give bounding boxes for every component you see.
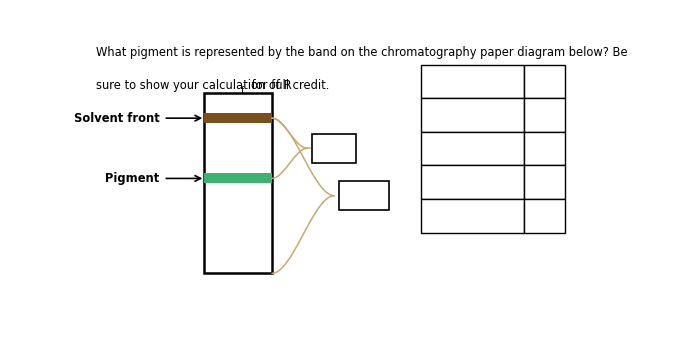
Bar bbox=[421, 199, 524, 233]
Text: Chlorophyll b: Chlorophyll b bbox=[426, 209, 503, 222]
Text: What pigment is represented by the band on the chromatography paper diagram belo: What pigment is represented by the band … bbox=[96, 46, 627, 59]
Text: 0.7: 0.7 bbox=[536, 142, 554, 155]
Text: Solvent front: Solvent front bbox=[74, 112, 160, 125]
Text: 0.59: 0.59 bbox=[531, 176, 558, 189]
Text: R: R bbox=[539, 75, 548, 88]
Text: sure to show your calculation of R: sure to show your calculation of R bbox=[96, 79, 291, 92]
Bar bbox=[524, 165, 565, 199]
Bar bbox=[524, 199, 565, 233]
Bar bbox=[421, 98, 524, 132]
Text: for full credit.: for full credit. bbox=[248, 79, 330, 92]
Bar bbox=[524, 132, 565, 165]
Text: 1: 1 bbox=[541, 108, 548, 121]
Text: Xanthophyll: Xanthophyll bbox=[426, 142, 496, 155]
Bar bbox=[204, 93, 272, 273]
Text: f: f bbox=[241, 86, 244, 94]
Text: 0.42: 0.42 bbox=[531, 209, 558, 222]
Text: 4.2 cm: 4.2 cm bbox=[314, 142, 354, 155]
Bar bbox=[204, 113, 272, 123]
Bar bbox=[524, 98, 565, 132]
Text: Pigment: Pigment bbox=[106, 172, 160, 185]
Bar bbox=[524, 64, 565, 98]
Text: 7.12 cm: 7.12 cm bbox=[340, 189, 388, 202]
Bar bbox=[421, 165, 524, 199]
Bar bbox=[312, 134, 356, 163]
Text: f: f bbox=[544, 84, 548, 92]
Text: Pigment: Pigment bbox=[426, 75, 481, 88]
Bar bbox=[421, 132, 524, 165]
Text: Carotene: Carotene bbox=[426, 108, 480, 121]
Bar bbox=[421, 64, 524, 98]
Bar bbox=[204, 174, 272, 183]
Text: Chlorophyll a: Chlorophyll a bbox=[426, 176, 503, 189]
Bar bbox=[339, 181, 389, 210]
